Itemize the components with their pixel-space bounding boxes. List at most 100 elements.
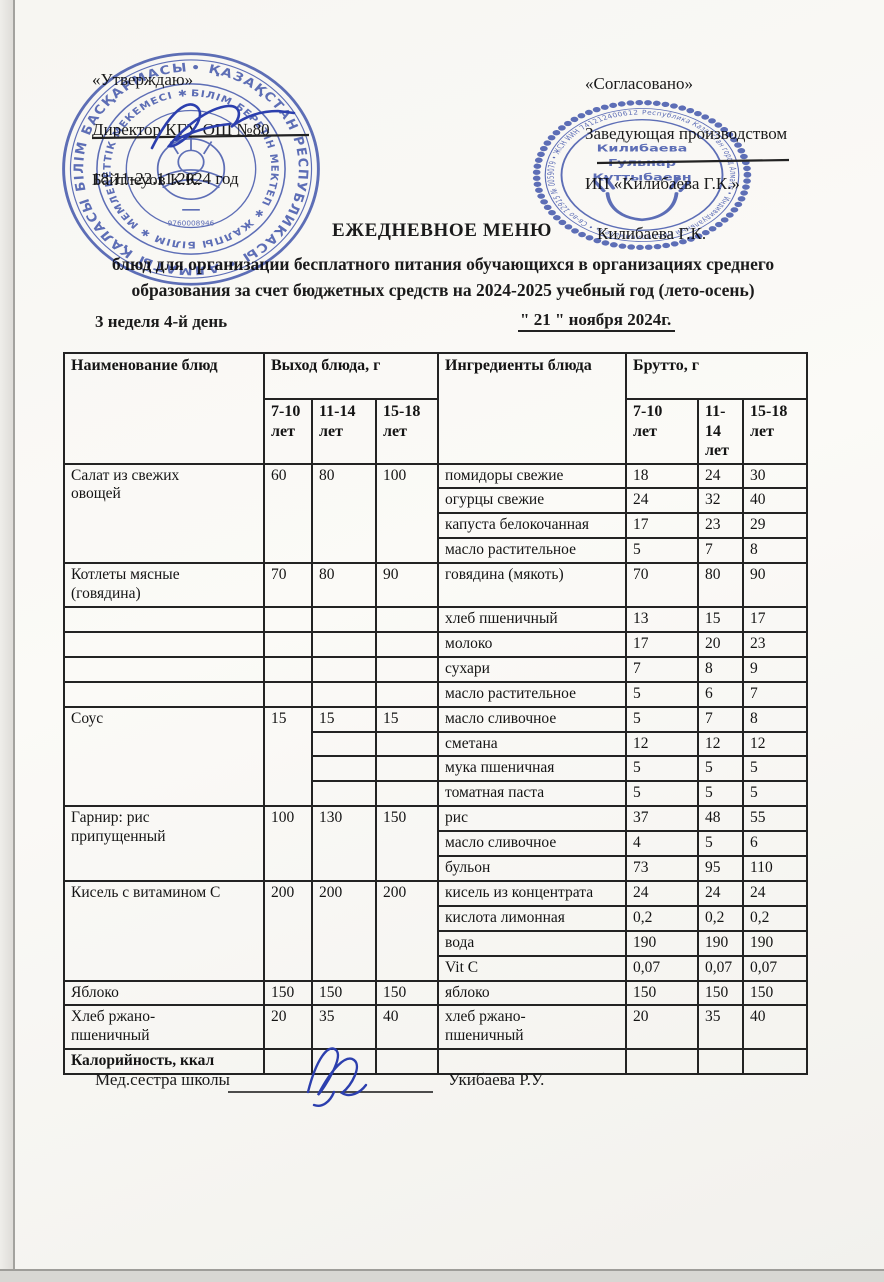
table-cell: 5 — [625, 705, 700, 733]
table-cell: 190 — [742, 929, 809, 957]
table-cell: 150 — [697, 979, 745, 1007]
table-cell: 0,07 — [625, 954, 700, 982]
table-cell — [263, 680, 313, 708]
table-cell: Салат из свежих овощей — [63, 462, 265, 565]
table-cell: масло растительное — [437, 537, 628, 565]
table-cell — [625, 1048, 700, 1076]
table-cell: 17 — [625, 630, 700, 658]
week-day-label: 3 неделя 4-й день — [95, 312, 228, 331]
table-cell — [263, 605, 313, 633]
photo-edge-bottom — [0, 1269, 884, 1282]
agreed-word: «Согласовано» — [585, 74, 693, 93]
table-cell: масло сливочное — [437, 705, 628, 733]
table-cell: 0,07 — [697, 954, 745, 982]
table-cell: 150 — [742, 979, 809, 1007]
nurse-name: Укибаева Р.У. — [448, 1070, 545, 1089]
table-cell — [374, 605, 440, 633]
table-cell: 15 — [374, 705, 440, 733]
table-cell: 18 — [625, 462, 700, 490]
table-cell: 73 — [625, 855, 700, 882]
approve-word: «Утверждаю» — [92, 70, 194, 89]
menu-table-body: Салат из свежих овощей 60 80 100 помидоры св… — [63, 462, 809, 1076]
table-cell: 5 — [742, 755, 809, 783]
table-cell: 23 — [697, 512, 745, 540]
table-cell: 0,2 — [697, 904, 745, 932]
table-cell: 190 — [625, 929, 700, 957]
header-cell: Брутто, г — [625, 352, 809, 400]
table-cell: капуста белокочанная — [437, 512, 628, 540]
table-cell: 9 — [742, 655, 809, 683]
header-cell: 7-10 лет — [263, 398, 313, 465]
table-cell: 12 — [697, 730, 745, 758]
table-cell: 0,07 — [742, 954, 809, 982]
manager-title: Заведующая производством — [585, 124, 788, 143]
director-title: Директор КГУ ОШ №80 — [92, 120, 270, 139]
table-cell: вода — [437, 929, 628, 957]
header-cell: Наименование блюд — [63, 352, 265, 465]
table-cell: сметана — [437, 730, 628, 758]
table-row: капуста белокочанная 17 23 29 — [64, 512, 809, 540]
header-cell: 7-10 лет — [625, 398, 700, 465]
header-cell: Ингредиенты блюда — [437, 352, 628, 465]
table-cell: 7 — [697, 537, 745, 565]
table-row: Соус 15 15 15 масло сливочное 5 7 8 — [63, 705, 809, 808]
table-cell: 7 — [625, 655, 700, 683]
table-row: масло растительное 5 7 8 — [64, 537, 809, 565]
table-cell: 12 — [625, 730, 700, 758]
table-cell: масло растительное — [437, 680, 628, 708]
table-cell — [311, 780, 377, 808]
table-cell: 95 — [697, 855, 745, 882]
week-range-date: 18.11-22.11.2024 год — [92, 169, 239, 188]
table-cell: 24 — [742, 879, 809, 907]
table-cell: 80 — [311, 562, 377, 608]
menu-table-head: Наименование блюд Выход блюда, г Ингредиен… — [63, 352, 809, 465]
table-cell: 40 — [374, 1004, 440, 1051]
table-cell — [63, 680, 265, 708]
table-row: Кисель с витамином С 200 200 200 кисель из к… — [63, 879, 809, 982]
table-cell: 100 — [263, 805, 313, 882]
subtitle: блюд для организации бесплатного питания… — [68, 251, 818, 303]
table-cell: хлеб пшеничный — [437, 605, 628, 633]
table-cell: 20 — [697, 630, 745, 658]
table-cell: 90 — [374, 562, 440, 608]
table-row: сметана 12 12 12 — [64, 730, 809, 758]
header-cell: 11-14 лет — [311, 398, 377, 465]
table-cell — [311, 730, 377, 758]
table-row: хлеб пшеничный 13 15 17 — [63, 605, 809, 633]
table-cell: бульон — [437, 855, 628, 882]
table-cell: 130 — [311, 805, 377, 882]
table-cell: 37 — [625, 805, 700, 833]
nurse-label: Мед.сестра школы — [95, 1070, 230, 1089]
table-cell: хлеб ржано- пшеничный — [437, 1004, 628, 1051]
table-cell: 6 — [742, 830, 809, 858]
table-row: кислота лимонная 0,2 0,2 0,2 — [64, 904, 809, 932]
table-cell: масло сливочное — [437, 830, 628, 858]
table-cell: 7 — [742, 680, 809, 708]
table-cell: кисель из концентрата — [437, 879, 628, 907]
table-cell: помидоры свежие — [437, 462, 628, 490]
header-cell: Выход блюда, г — [262, 352, 440, 400]
table-cell — [311, 605, 377, 633]
table-cell: Соус — [63, 705, 265, 808]
table-cell: 5 — [625, 537, 700, 565]
page-title: ЕЖЕДНЕВНОЕ МЕНЮ — [331, 220, 553, 241]
table-row: молоко 17 20 23 — [63, 630, 809, 658]
table-row: Гарнир: рис припущенный 100 130 150 рис 37 48 5… — [63, 805, 809, 882]
table-cell — [263, 630, 313, 658]
table-cell: 110 — [742, 855, 809, 882]
table-cell: 24 — [625, 879, 700, 907]
header-cell: 11- 14 лет — [697, 398, 745, 465]
table-cell: 15 — [697, 605, 745, 633]
table-cell: 6 — [697, 680, 745, 708]
table-cell — [374, 655, 440, 683]
subtitle-line1: блюд для организации бесплатного питания… — [111, 254, 775, 274]
table-cell: 17 — [742, 605, 809, 633]
table-cell: 35 — [697, 1004, 745, 1051]
table-row: огурцы свежие 24 32 40 — [64, 487, 809, 515]
header-cell: 15-18 лет — [742, 398, 809, 465]
table-row: сухари 7 8 9 — [63, 655, 809, 683]
table-row: Vit C 0,07 0,07 0,07 — [64, 954, 809, 982]
table-cell: 32 — [697, 487, 745, 515]
table-cell: кислота лимонная — [437, 904, 628, 932]
table-cell — [697, 1048, 745, 1076]
